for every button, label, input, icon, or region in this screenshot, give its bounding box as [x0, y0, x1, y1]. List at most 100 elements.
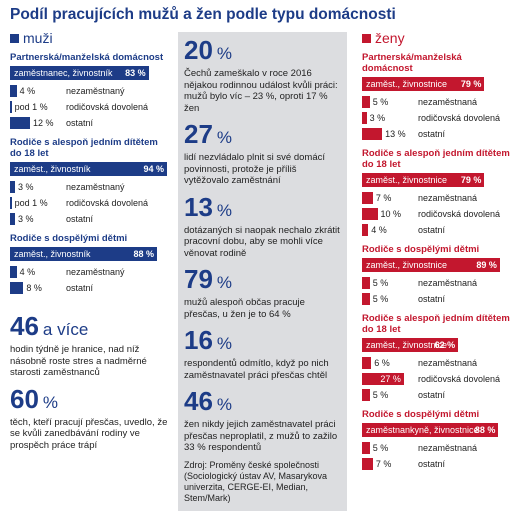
- bar: [362, 458, 373, 470]
- bar-value: 4 %: [19, 86, 36, 96]
- bar-label: zaměst., živnostník: [14, 249, 91, 259]
- bar-value: 79 %: [460, 79, 482, 89]
- unit: %: [216, 200, 233, 220]
- group-title: Rodiče s alespoň jedním dítětem do 18 le…: [362, 313, 510, 335]
- bar-value: 4 %: [371, 225, 387, 235]
- bar-cell: 3 %: [362, 112, 418, 124]
- bar-cell: 4 %: [10, 266, 66, 278]
- bar-label: zaměst., živnostnice: [366, 340, 448, 350]
- row: 12 % ostatní: [10, 115, 172, 131]
- source: Zdroj: Proměny české společnosti (Sociol…: [184, 459, 328, 503]
- bar: [10, 197, 12, 209]
- row-label: ostatní: [66, 283, 94, 293]
- bar-label: zaměstnanec, živnostník: [14, 68, 113, 78]
- row-label: nezaměstnaná: [418, 443, 478, 453]
- bar-cell: 5 %: [362, 277, 418, 289]
- row-label: ostatní: [66, 118, 94, 128]
- bar-value: 3 %: [18, 214, 34, 224]
- row: 3 % ostatní: [10, 211, 172, 227]
- men-column: muži Partnerská/manželská domácnost zaměst…: [10, 30, 172, 457]
- row-label: nezaměstnaný: [66, 86, 125, 96]
- unit: %: [216, 395, 233, 414]
- legend-swatch: [10, 34, 19, 43]
- bar-cell: 5 %: [362, 389, 418, 401]
- stat-text: těch, kteří pracují přesčas, uvedlo, že …: [10, 416, 168, 451]
- bar-value: 4 %: [19, 267, 36, 277]
- bar-value: 12 %: [33, 118, 54, 128]
- group-title: Partnerská/manželská domácnost: [362, 52, 462, 74]
- bar-value: 5 %: [372, 278, 389, 288]
- main-bar: zaměst., živnostnice 79 %: [362, 173, 485, 187]
- bar-cell: 27 %: [362, 373, 418, 385]
- bar-value: 88 %: [474, 425, 496, 435]
- row: 4 % nezaměstnaný: [10, 264, 172, 280]
- bar-cell: 6 %: [362, 357, 418, 369]
- bar-label: zaměst., živnostnice: [366, 175, 448, 185]
- unit: %: [216, 44, 233, 63]
- group-title: Rodiče s dospělými dětmi: [362, 409, 480, 420]
- row-label: ostatní: [418, 459, 446, 469]
- row: 5 % nezaměstnaná: [362, 94, 514, 110]
- stat-number: 79%: [184, 265, 341, 297]
- row: 5 % nezaměstnaná: [362, 440, 514, 456]
- bar: [362, 224, 369, 236]
- bar-cell: 7 %: [362, 192, 418, 204]
- stat-text: žen nikdy jejich zaměstnavatel práci pře…: [184, 419, 338, 453]
- row-label: rodičovská dovolená: [418, 209, 501, 219]
- stat-number: 16%: [184, 326, 341, 358]
- bar: [10, 85, 17, 97]
- bar-cell: 5 %: [362, 442, 418, 454]
- stat-text: respondentů odmítlo, když po nich zaměst…: [184, 358, 329, 381]
- bar-value: 3 %: [18, 182, 34, 192]
- stat: 46 a více hodin týdně je hranice, nad níž …: [10, 312, 172, 379]
- stat-number: 46 a více: [10, 312, 172, 344]
- bar-value: 62 %: [434, 340, 456, 350]
- bar-cell: 13 %: [362, 128, 418, 140]
- group-title: Partnerská/manželská domácnost: [10, 52, 164, 63]
- stat: 46% žen nikdy jejich zaměstnavatel práci …: [184, 387, 341, 454]
- stat-number: 20%: [184, 36, 341, 68]
- column-label: muži: [23, 30, 53, 46]
- bar-cell: 8 %: [10, 282, 66, 294]
- unit: a více: [42, 320, 89, 339]
- row-label: ostatní: [418, 294, 446, 304]
- bar: [362, 128, 383, 140]
- row: 27 % rodičovská dovolená: [362, 371, 514, 387]
- stat: 27% lidí nezvládalo plnit si své domácí p…: [184, 120, 341, 187]
- row-label: nezaměstnaná: [418, 193, 478, 203]
- bar-cell: 10 %: [362, 208, 418, 220]
- stat: 60% těch, kteří pracují přesčas, uvedlo, …: [10, 385, 172, 452]
- bar-value: 3 %: [369, 113, 386, 123]
- bar-value: 6 %: [374, 358, 390, 368]
- unit: %: [42, 392, 59, 412]
- number: 16: [184, 325, 213, 355]
- bar-value: 88 %: [133, 249, 154, 259]
- row: 6 % nezaměstnaná: [362, 355, 514, 371]
- stat: 79% mužů alespoň občas pracuje přesčas, u…: [184, 265, 341, 320]
- title: Podíl pracujících mužů a žen podle typu …: [10, 6, 396, 23]
- row-label: rodičovská dovolená: [66, 102, 149, 112]
- bar-value: 5 %: [372, 390, 389, 400]
- row-label: nezaměstnaný: [66, 182, 125, 192]
- bar: [362, 192, 373, 204]
- number: 60: [10, 383, 39, 414]
- bar-cell: 3 %: [10, 213, 66, 225]
- bar-cell: pod 1 %: [10, 101, 66, 113]
- unit: %: [216, 128, 233, 147]
- bar: [362, 442, 370, 454]
- row-label: rodičovská dovolená: [418, 113, 501, 123]
- main-bar: zaměst., živnostnice 79 %: [362, 77, 485, 91]
- bar: [362, 357, 372, 369]
- bar-value: 83 %: [125, 68, 146, 78]
- number: 79: [184, 264, 213, 294]
- bar-value: 5 %: [372, 443, 389, 453]
- number: 27: [184, 119, 213, 149]
- bar-label: zaměst., živnostnice: [366, 260, 448, 270]
- bar-label: zaměst., živnostník: [14, 164, 91, 174]
- column-label: ženy: [375, 30, 405, 46]
- stat-number: 13%: [184, 193, 341, 225]
- bar-cell: 12 %: [10, 117, 66, 129]
- row: 13 % ostatní: [362, 126, 514, 142]
- bar-cell: pod 1 %: [10, 197, 66, 209]
